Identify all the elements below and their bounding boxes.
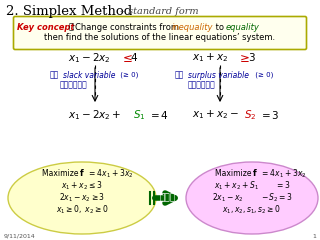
Text: 標準化: 標準化: [160, 193, 176, 203]
Text: $x_1 + x_2$: $x_1 + x_2$: [192, 52, 228, 64]
Text: Change constraints from: Change constraints from: [75, 23, 182, 31]
Text: 2. Simplex Method: 2. Simplex Method: [6, 5, 132, 18]
Text: 加上: 加上: [175, 71, 184, 79]
Text: Maximize: Maximize: [215, 169, 254, 179]
Text: $= 4$: $= 4$: [148, 109, 169, 121]
Text: 加上: 加上: [50, 71, 59, 79]
Text: 4: 4: [130, 53, 137, 63]
FancyArrowPatch shape: [155, 193, 175, 203]
Text: $x_1 + x_2 \leq 3$: $x_1 + x_2 \leq 3$: [61, 180, 103, 192]
Text: $= 3$: $= 3$: [259, 109, 279, 121]
Text: slack variable: slack variable: [63, 71, 116, 79]
Text: Key concept: Key concept: [17, 23, 74, 31]
Text: $x_1 + x_2 -$: $x_1 + x_2 -$: [192, 108, 239, 121]
Text: (≥ 0): (≥ 0): [118, 72, 138, 78]
Text: f: f: [253, 169, 257, 179]
Text: $S_2$: $S_2$: [244, 108, 256, 122]
Text: – standard form: – standard form: [117, 6, 199, 16]
Text: inequality: inequality: [172, 23, 213, 31]
Text: 使得等式成立: 使得等式成立: [188, 80, 216, 90]
Text: $x_1 + x_2 + S_1$       $= 3$: $x_1 + x_2 + S_1$ $= 3$: [214, 180, 290, 192]
Text: $x_1, x_2, s_1, s_2 \geq 0$: $x_1, x_2, s_1, s_2 \geq 0$: [222, 204, 282, 216]
Text: equality: equality: [226, 23, 260, 31]
Text: then find the solutions of the linear equations’ system.: then find the solutions of the linear eq…: [44, 34, 276, 42]
Text: $\geq$: $\geq$: [237, 52, 250, 65]
Text: $= 4x_1 + 3x_2$: $= 4x_1 + 3x_2$: [85, 168, 133, 180]
Text: $x_1 \geq 0,\ x_2 \geq 0$: $x_1 \geq 0,\ x_2 \geq 0$: [56, 204, 108, 216]
Text: Maximize: Maximize: [42, 169, 81, 179]
Text: f: f: [80, 169, 84, 179]
Ellipse shape: [186, 162, 318, 234]
Text: $\leq$: $\leq$: [120, 52, 133, 65]
Text: $2x_1 - x_2$        $- S_2 = 3$: $2x_1 - x_2$ $- S_2 = 3$: [212, 192, 292, 204]
Text: 3: 3: [248, 53, 255, 63]
FancyBboxPatch shape: [13, 17, 307, 49]
Text: 1: 1: [312, 234, 316, 239]
Text: $x_1 - 2x_2$: $x_1 - 2x_2$: [68, 51, 111, 65]
Text: (≥ 0): (≥ 0): [253, 72, 273, 78]
Text: to: to: [213, 23, 227, 31]
Text: $2x_1 - x_2 \geq 3$: $2x_1 - x_2 \geq 3$: [59, 192, 105, 204]
Text: $S_1$: $S_1$: [133, 108, 146, 122]
Text: 使得等式成立: 使得等式成立: [60, 80, 88, 90]
Text: $x_1 - 2x_2 +$: $x_1 - 2x_2 +$: [68, 108, 121, 122]
Text: $= 4x_1 + 3x_2$: $= 4x_1 + 3x_2$: [258, 168, 307, 180]
Text: 9/11/2014: 9/11/2014: [4, 234, 36, 239]
Text: surplus variable: surplus variable: [188, 71, 249, 79]
Ellipse shape: [8, 162, 156, 234]
Text: ：: ：: [69, 23, 74, 31]
